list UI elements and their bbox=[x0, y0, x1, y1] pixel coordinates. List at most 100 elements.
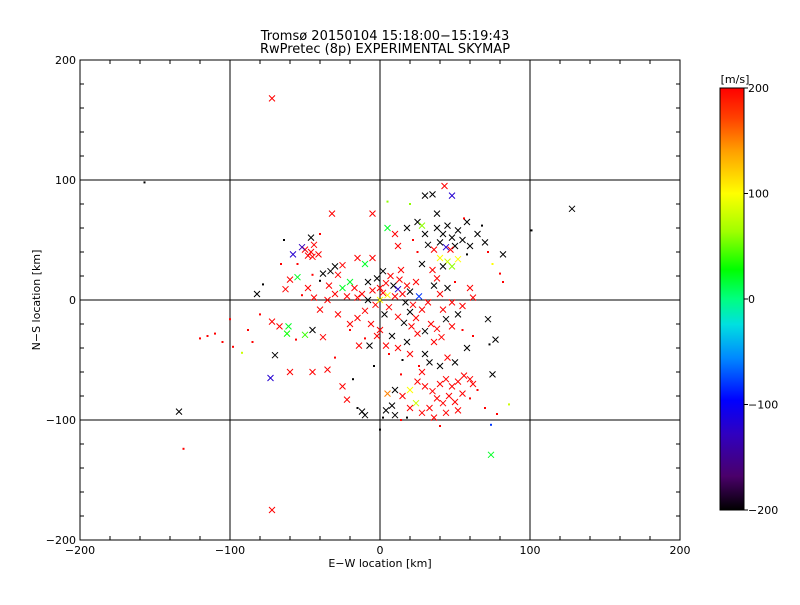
x-tick-label: 0 bbox=[377, 544, 384, 557]
data-point-cross bbox=[394, 242, 402, 250]
data-point-dot bbox=[409, 203, 411, 205]
data-point-cross bbox=[289, 251, 297, 258]
data-point-cross bbox=[492, 336, 499, 343]
data-point-cross bbox=[310, 294, 318, 301]
data-point-dot bbox=[487, 251, 489, 253]
data-point-cross bbox=[309, 326, 316, 334]
data-point-dot bbox=[508, 403, 510, 406]
data-point-cross bbox=[448, 263, 456, 270]
data-point-cross bbox=[430, 246, 438, 253]
data-point-dot bbox=[334, 356, 336, 359]
data-point-dot bbox=[472, 335, 474, 337]
data-point-dot bbox=[412, 239, 414, 241]
data-point-cross bbox=[268, 318, 276, 325]
data-point-cross bbox=[355, 342, 363, 349]
data-point-cross bbox=[454, 227, 462, 234]
data-point-cross bbox=[304, 284, 312, 292]
data-point-cross bbox=[424, 299, 432, 306]
x-tick-labels: −200 −100 0 100 200 bbox=[65, 544, 691, 557]
data-point-cross bbox=[418, 222, 426, 229]
data-point-cross bbox=[384, 291, 391, 299]
data-point-cross bbox=[334, 311, 342, 318]
data-point-cross bbox=[436, 290, 444, 298]
data-point-cross bbox=[408, 323, 415, 330]
data-point-cross bbox=[426, 404, 433, 412]
data-point-cross bbox=[451, 359, 459, 366]
data-point-cross bbox=[436, 362, 444, 370]
data-point-dot bbox=[418, 365, 420, 367]
data-point-cross bbox=[391, 230, 399, 238]
data-points bbox=[143, 95, 576, 514]
data-point-cross bbox=[369, 254, 376, 262]
data-point-cross bbox=[351, 284, 358, 292]
data-point-dot bbox=[199, 337, 201, 340]
data-point-cross bbox=[444, 354, 451, 361]
data-point-cross bbox=[376, 296, 384, 304]
data-point-cross bbox=[339, 284, 346, 292]
data-point-dot bbox=[400, 373, 402, 376]
data-point-cross bbox=[394, 344, 402, 352]
data-point-cross bbox=[463, 218, 471, 226]
data-point-dot bbox=[182, 447, 185, 450]
data-point-cross bbox=[451, 242, 459, 250]
data-point-dot bbox=[439, 425, 441, 427]
data-point-cross bbox=[433, 224, 441, 232]
data-point-cross bbox=[361, 411, 369, 419]
data-point-cross bbox=[361, 260, 369, 268]
data-point-cross bbox=[439, 263, 447, 270]
data-point-cross bbox=[442, 409, 450, 417]
data-point-cross bbox=[276, 323, 283, 330]
data-point-cross bbox=[444, 222, 451, 229]
data-point-dot bbox=[262, 283, 264, 286]
data-point-cross bbox=[309, 253, 316, 261]
data-point-cross bbox=[406, 350, 414, 358]
data-point-cross bbox=[459, 302, 466, 310]
data-point-cross bbox=[433, 210, 441, 217]
data-point-cross bbox=[358, 290, 366, 298]
data-point-dot bbox=[206, 335, 209, 337]
data-point-cross bbox=[400, 319, 408, 327]
data-point-dot bbox=[251, 341, 254, 343]
data-point-cross bbox=[315, 251, 322, 258]
data-point-cross bbox=[427, 320, 435, 328]
colorbar-tick-label: −200 bbox=[748, 504, 778, 517]
x-tick-label: 100 bbox=[520, 544, 541, 557]
data-point-dot bbox=[319, 233, 321, 235]
data-point-cross bbox=[391, 293, 399, 300]
data-point-dot bbox=[319, 279, 321, 282]
data-point-cross bbox=[406, 288, 414, 295]
colorbar-tick-label: 0 bbox=[748, 293, 755, 306]
data-point-cross bbox=[367, 320, 375, 328]
data-point-cross bbox=[442, 375, 450, 383]
y-axis-label: N−S location [km] bbox=[30, 250, 43, 351]
colorbar-tick-label: −100 bbox=[748, 399, 778, 412]
data-point-cross bbox=[286, 368, 294, 376]
data-point-cross bbox=[361, 307, 369, 315]
data-point-dot bbox=[461, 329, 464, 331]
data-point-cross bbox=[406, 308, 414, 316]
axis-ticks bbox=[79, 59, 681, 541]
data-point-cross bbox=[346, 278, 354, 286]
data-point-cross bbox=[430, 414, 438, 421]
data-point-cross bbox=[418, 368, 426, 376]
data-point-cross bbox=[343, 293, 351, 300]
y-tick-labels: −200 −100 0 100 200 bbox=[46, 54, 76, 547]
data-point-dot bbox=[364, 337, 366, 340]
data-point-cross bbox=[433, 395, 441, 402]
data-point-cross bbox=[390, 282, 397, 289]
data-point-cross bbox=[454, 311, 462, 318]
data-point-cross bbox=[328, 210, 336, 217]
data-point-cross bbox=[568, 205, 576, 213]
data-point-cross bbox=[354, 294, 361, 301]
data-point-cross bbox=[448, 299, 456, 306]
data-point-cross bbox=[412, 314, 420, 322]
data-point-cross bbox=[385, 303, 393, 311]
x-tick-label: 200 bbox=[670, 544, 691, 557]
data-point-cross bbox=[354, 314, 361, 322]
data-point-cross bbox=[421, 327, 429, 335]
data-point-cross bbox=[391, 411, 399, 419]
data-point-cross bbox=[369, 210, 376, 217]
data-point-cross bbox=[439, 230, 447, 238]
data-point-cross bbox=[379, 289, 387, 297]
